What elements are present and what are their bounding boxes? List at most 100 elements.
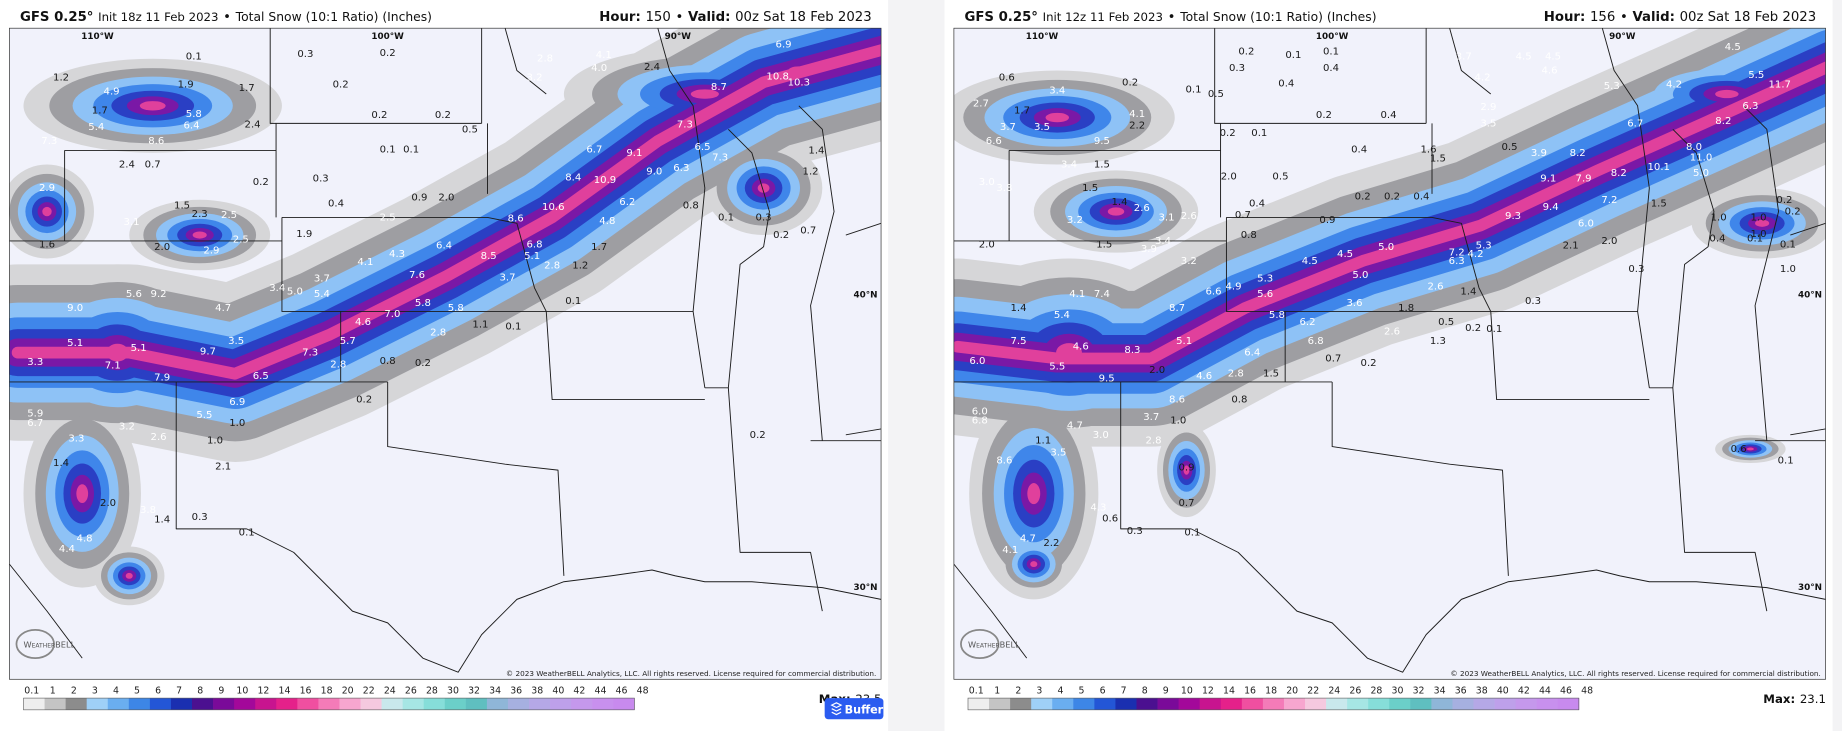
snow-total-label: 0.7 [1235,210,1251,221]
copyright: © 2023 WeatherBELL Analytics, LLC. All r… [1450,669,1820,678]
snow-swath [11,44,882,380]
snow-total-label: 2.0 [1149,365,1165,376]
snow-total-label: 2.2 [1129,121,1145,132]
snow-total-label: 1.7 [239,83,255,94]
snow-total-label: 1.4 [1010,303,1026,314]
snow-total-label: 9.3 [1505,211,1521,222]
snow-total-label: 1.5 [1263,369,1279,380]
snow-total-label: 6.2 [619,197,635,208]
snow-total-label: 2.8 [1228,369,1244,380]
snow-total-label: 5.0 [287,286,303,297]
snow-total-label: 0.1 [1747,234,1763,245]
longitude-label: 110°W [1026,32,1059,42]
snow-total-label: 3.0 [979,177,995,188]
legend-tick-label: 4 [113,685,119,696]
snow-total-label: 4.2 [1474,73,1490,84]
legend-tick-label: 40 [552,685,564,696]
snow-total-label: 5.9 [27,409,43,420]
snow-total-label: 7.2 [1449,248,1465,259]
snow-total-label: 4.7 [215,303,231,314]
legend-swatch [1031,698,1053,710]
header-left: GFS 0.25° Init 12z 11 Feb 2023 • Total Snow… [964,10,1376,25]
snow-total-label: 1.1 [472,319,488,330]
snow-total-label: 0.6 [1731,444,1747,455]
snow-total-label: 4.1 [596,50,612,61]
snow-total-label: 0.1 [1780,239,1796,250]
snow-total-label: 5.4 [314,289,330,300]
legend-tick-label: 1 [994,685,1000,696]
legend-tick-label: 40 [1497,685,1509,696]
legend-tick-label: 22 [363,685,375,696]
snow-total-label: 6.5 [253,371,269,382]
legend-tick-label: 32 [1413,685,1425,696]
legend-tick-label: 34 [489,685,501,696]
snow-total-label: 8.2 [1570,148,1586,159]
snow-total-label: 0.3 [1628,264,1644,275]
snow-total-label: 0.1 [1186,84,1202,95]
snow-total-label: 1.4 [1112,197,1128,208]
legend-tick-label: 12 [1202,685,1214,696]
legend-tick-label: 14 [1223,685,1235,696]
snow-total-label: 4.1 [1002,545,1018,556]
product: Total Snow (10:1 Ratio) (Inches) [1179,10,1376,24]
snow-total-label: 0.1 [1184,527,1200,538]
legend-tick-label: 9 [1163,685,1169,696]
snow-total-label: 1.9 [296,229,312,240]
hour-label: Hour: [599,10,641,25]
snow-total-label: 2.8 [330,359,346,370]
legend-tick-label: 48 [637,685,649,696]
buffer-button[interactable]: Buffer [824,698,884,720]
snow-total-label: 1.3 [1430,336,1446,347]
legend-swatch [276,698,298,710]
snow-total-label: 3.7 [499,272,515,283]
legend-tick-label: 22 [1307,685,1319,696]
snow-total-label: 3.2 [1181,256,1197,267]
snow-total-label: 3.0 [1093,430,1109,441]
snow-total-label: 4.2 [1467,249,1483,260]
snow-total-label: 3.1 [1158,212,1174,223]
legend-swatch [465,698,488,710]
snow-total-label: 9.4 [1543,202,1559,213]
snow-total-label: 3.1 [124,217,140,228]
snow-total-label: 4.9 [1225,282,1241,293]
snow-total-label: 5.3 [1257,274,1273,285]
snow-total-label: 7.9 [1576,174,1592,185]
snow-total-label: 9.5 [1094,136,1110,147]
snow-area [1107,207,1125,216]
snow-total-label: 11.0 [1690,152,1712,163]
snow-total-label: 8.6 [508,214,524,225]
snow-total-label: 1.6 [1420,144,1436,155]
legend-tick-label: 6 [155,685,161,696]
snow-total-label: 0.1 [718,212,734,223]
snow-total-label: 0.4 [1323,63,1339,74]
snow-total-label: 0.5 [462,124,478,135]
snow-total-label: 0.6 [999,73,1015,84]
legend-tick-label: 0.1 [24,685,39,696]
map-border [953,27,1826,680]
snow-total-label: 4.6 [1196,371,1212,382]
snow-total-label: 1.7 [591,242,607,253]
snow-total-label: 0.2 [1355,191,1371,202]
legend-tick-label: 7 [176,685,182,696]
snow-total-label: 4.9 [104,87,120,98]
snow-total-label: 2.0 [100,498,116,509]
snow-total-label: 3.5 [1050,447,1066,458]
snow-total-label: 6.7 [27,418,43,429]
snow-total-label: 5.5 [1049,362,1065,373]
snow-total-label: 0.2 [750,430,766,441]
snow-total-label: 2.6 [151,432,167,443]
snow-total-label: 5.8 [1269,310,1285,321]
snow-total-label: 8.7 [1169,303,1185,314]
snow-total-label: 7.4 [1094,289,1110,300]
snow-total-label: 1.4 [1460,286,1476,297]
snow-total-label: 2.9 [203,245,219,256]
longitude-label: 90°W [665,32,692,42]
legend-swatch [1452,698,1474,710]
legend-swatch [1536,698,1559,710]
snow-total-label: 7.5 [1010,336,1026,347]
legend-tick-label: 16 [1244,685,1256,696]
snow-total-label: 0.7 [145,160,161,171]
legend-swatch [507,698,530,710]
